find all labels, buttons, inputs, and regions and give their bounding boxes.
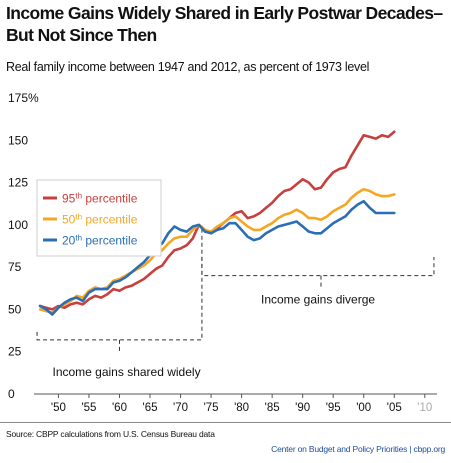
legend-entry-95th-percentile: 95th percentile <box>62 192 138 206</box>
x-tick-label: '50 <box>51 402 66 414</box>
y-tick-label: 125 <box>8 176 28 190</box>
chart-title-line-1: Income Gains Widely Shared in Early Post… <box>6 3 443 23</box>
legend-entry-50th-percentile: 50th percentile <box>62 213 138 227</box>
footer-divider <box>0 422 451 423</box>
y-tick-label: 25 <box>8 345 22 359</box>
income-line-chart: 0 25 50 75 100 125 150 175% '50 '55 '60 '65 '70 '75 '8… <box>8 91 437 414</box>
x-tick-label: '10 <box>417 402 432 414</box>
series-line-95th-percentile <box>38 130 396 311</box>
credit-line: Center on Budget and Policy Priorities |… <box>271 444 445 454</box>
y-tick-label: 100 <box>8 218 28 232</box>
source-note: Source: CBPP calculations from U.S. Cens… <box>6 429 215 439</box>
shared-gains-label: Income gains shared widely <box>52 365 200 379</box>
chart-title: Income Gains Widely Shared in Early Post… <box>6 2 446 46</box>
series-line-20th-percentile <box>38 199 396 316</box>
x-tick-label: '85 <box>265 402 280 414</box>
legend-entry-20th-percentile: 20th percentile <box>62 234 138 248</box>
x-tick-label: '80 <box>234 402 249 414</box>
y-tick-label: 150 <box>8 133 28 147</box>
x-tick-label: '90 <box>295 402 310 414</box>
y-tick-label: 0 <box>8 387 15 401</box>
chart-subtitle: Real family income between 1947 and 2012… <box>6 60 370 74</box>
x-tick-label: '70 <box>173 402 188 414</box>
chart-title-line-2: But Not Since Then <box>6 25 157 45</box>
diverge-gains-label: Income gains diverge <box>261 293 375 307</box>
diverge-gains-bracket <box>201 256 435 277</box>
y-tick-label: 175% <box>8 91 39 105</box>
y-tick-label: 50 <box>8 302 22 316</box>
x-tick-label: '95 <box>326 402 341 414</box>
y-tick-label: 75 <box>8 260 22 274</box>
x-tick-label: '05 <box>387 402 402 414</box>
x-tick-label: '00 <box>356 402 371 414</box>
legend-box <box>36 179 162 257</box>
x-tick-label: '65 <box>143 402 158 414</box>
x-tick-label: '75 <box>204 402 219 414</box>
shared-gains-bracket <box>36 226 203 341</box>
x-tick-label: '60 <box>112 402 127 414</box>
x-tick-label: '55 <box>81 402 96 414</box>
